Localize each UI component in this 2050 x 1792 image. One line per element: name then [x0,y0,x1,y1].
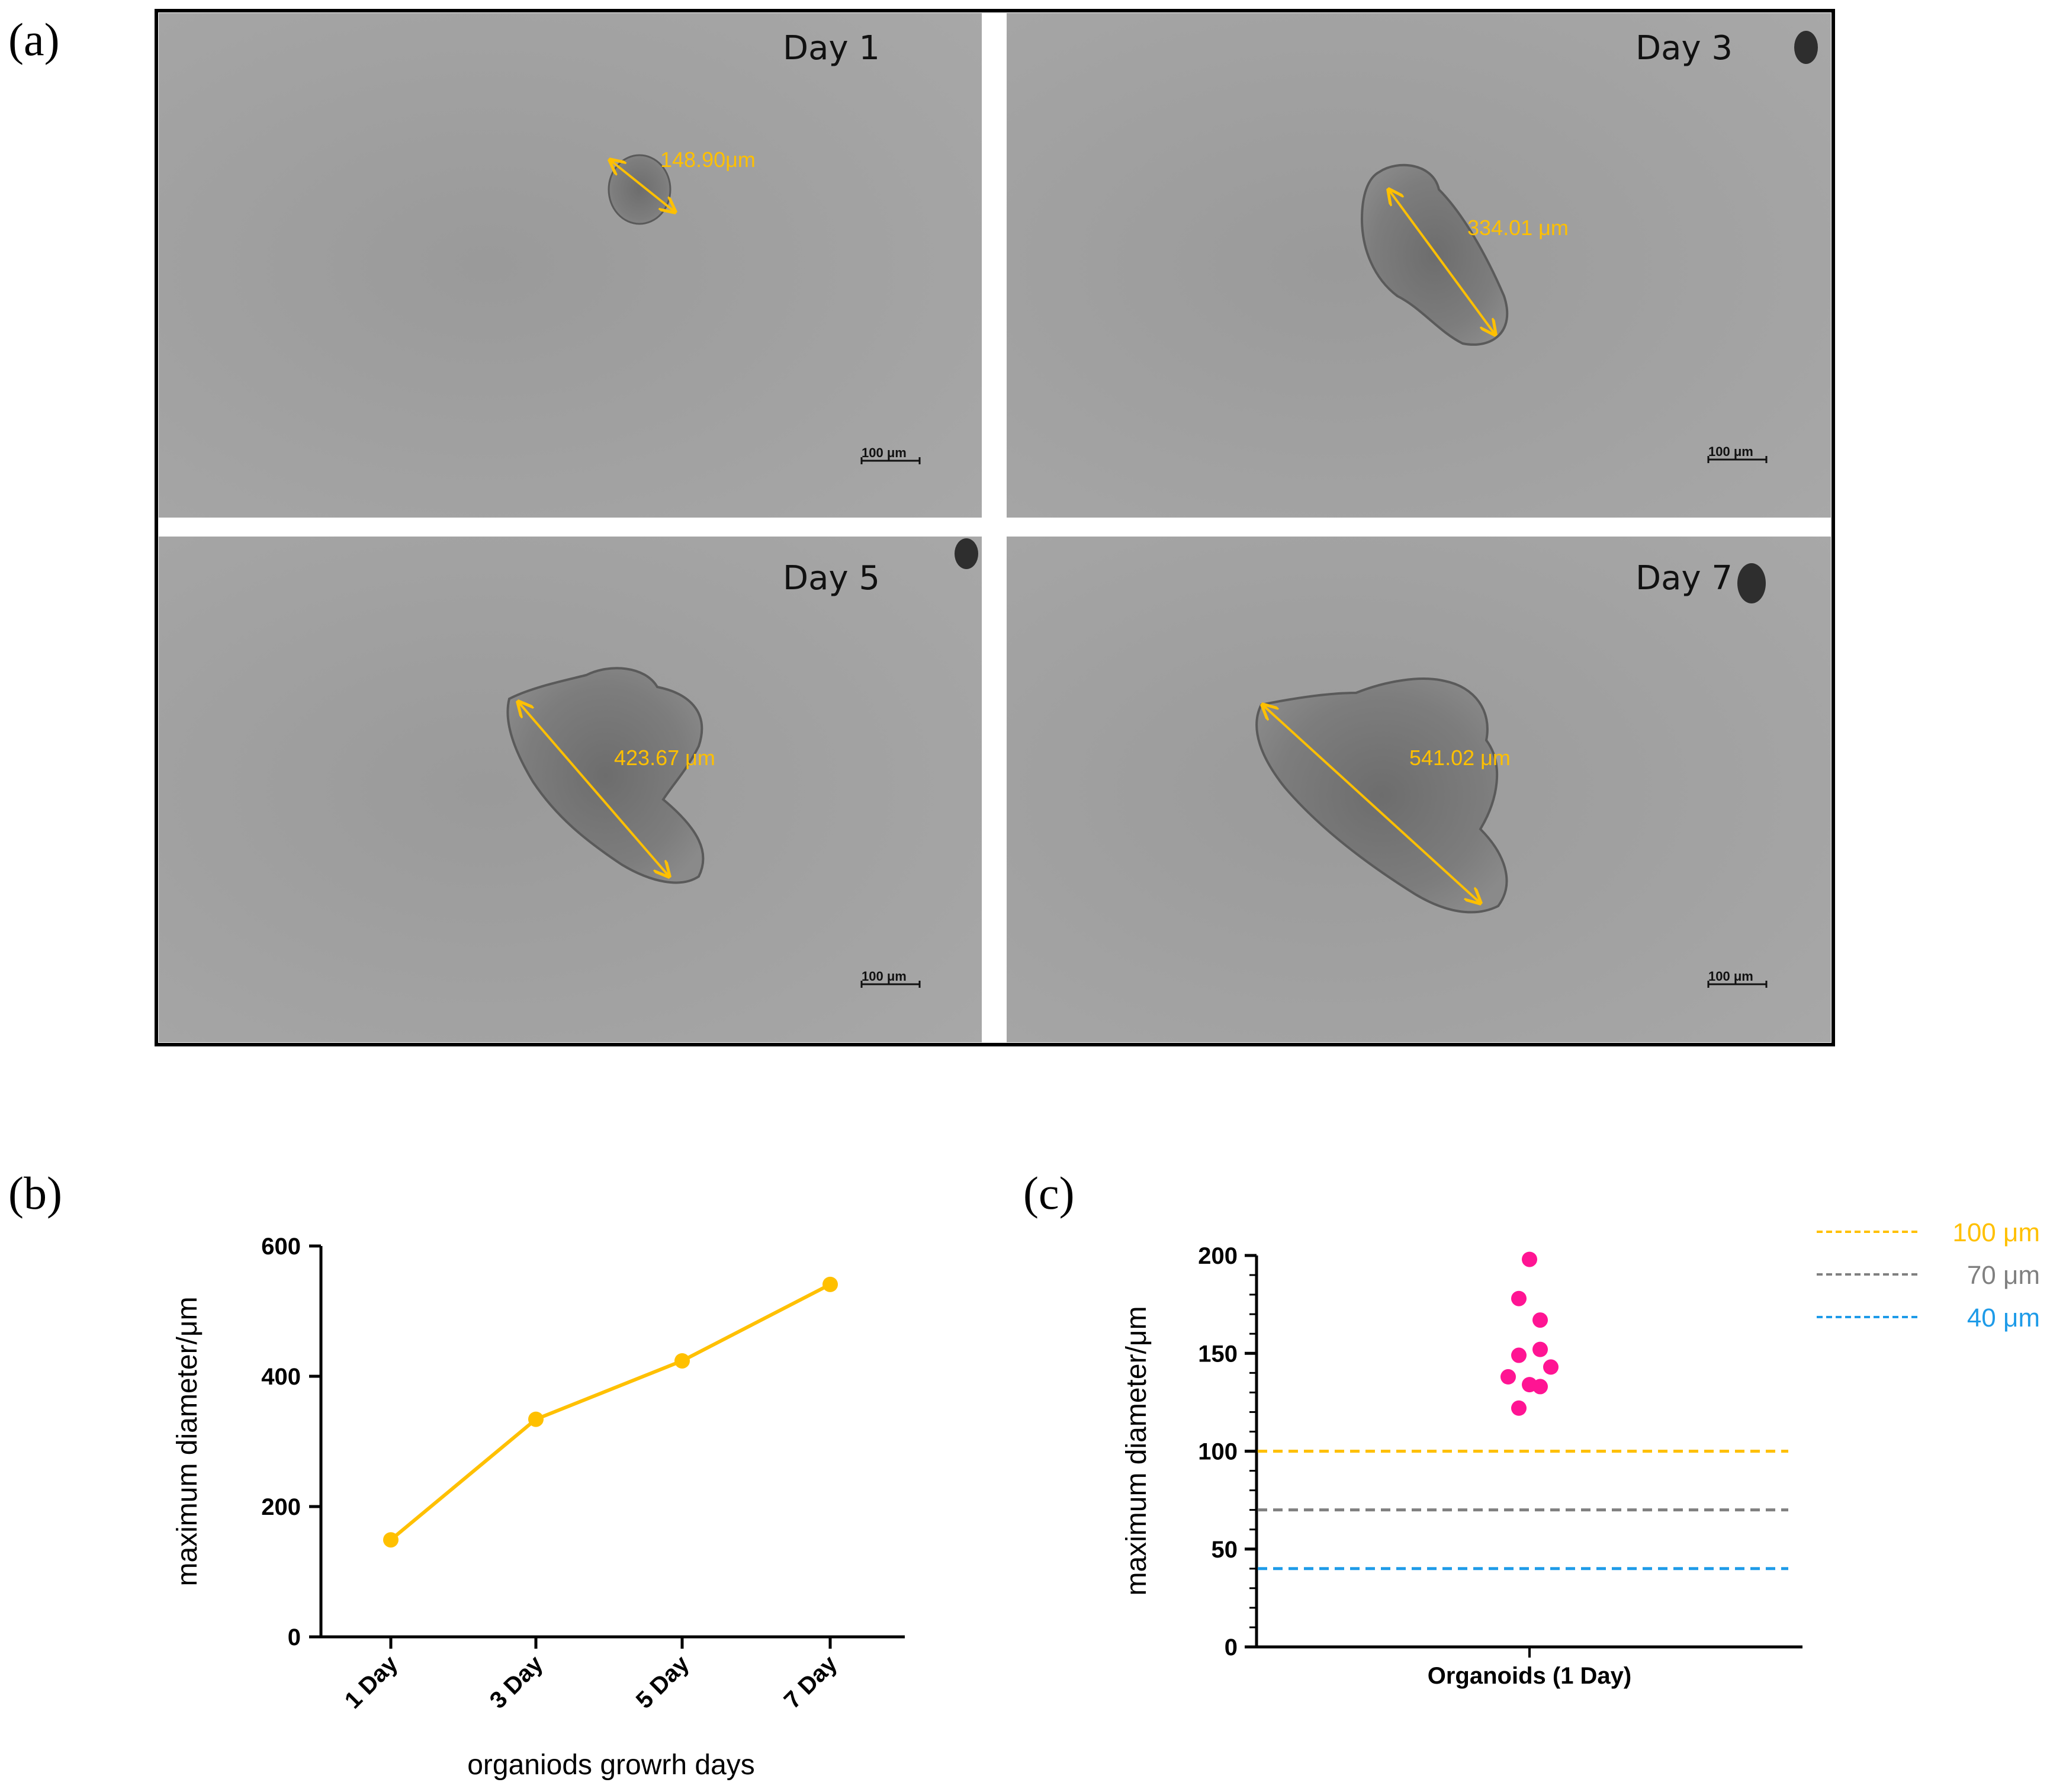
day-label: Day 3 [1635,29,1733,68]
panel-label-c: (c) [1023,1167,1075,1219]
legend-label: 40 μm [1967,1303,2040,1332]
data-point [528,1411,544,1427]
day-label: Day 1 [783,29,880,68]
x-tick-label: 3 Day [485,1650,548,1714]
data-point [383,1532,399,1548]
measurement-arrow [518,702,669,876]
y-ticks: 0 200 400 600 [261,1234,321,1650]
scale-bar [860,981,921,988]
data-point [1532,1379,1548,1395]
y-tick-label: 600 [261,1234,301,1260]
y-tick-label: 200 [261,1494,301,1520]
debris-spot [1794,31,1818,64]
measurement-arrow [610,160,675,212]
series-line [390,1283,831,1541]
micrograph-day7: 541.02 μm Day 7 100 μm [1007,537,1831,1042]
scale-bar [1707,981,1768,988]
micrograph-day5: 423.67 μm Day 5 100 μm [159,537,982,1042]
measurement-label: 334.01 μm [1467,216,1569,240]
y-tick-label: 0 [288,1624,301,1650]
data-point [822,1276,838,1292]
micrograph-grid: 148.90μm Day 1 100 μm 334.01 μm Day 3 10… [155,9,1835,1046]
x-tick-label: 1 Day [340,1650,403,1714]
measurement-arrow [1262,705,1480,903]
y-tick-label: 200 [1198,1243,1238,1269]
y-axis-title: maximum diameter/μm [1121,1306,1152,1595]
x-tick-label: 5 Day [631,1650,695,1714]
x-axis-title: organiods growrh days [467,1749,755,1781]
micrograph-day3: 334.01 μm Day 3 100 μm [1007,13,1831,518]
scale-bar-label: 100 μm [1708,444,1753,459]
scale-bar-label: 100 μm [862,445,907,460]
y-ticks: 0 50 100 150 200 [1198,1243,1257,1661]
panel-label-b: (b) [8,1167,62,1219]
legend: 100 μm 70 μm 40 μm [1817,1218,2040,1332]
micrograph-day1: 148.90μm Day 1 100 μm [159,13,982,518]
scale-bar-label: 100 μm [1708,969,1753,984]
reference-lines [1258,1450,1788,1571]
panel-label-a: (a) [8,14,60,65]
data-point [1511,1290,1527,1306]
data-point [674,1353,690,1369]
data-point [1511,1400,1527,1416]
measurement-arrow [1389,190,1495,335]
debris-spot [1737,563,1766,603]
day-label: Day 7 [1635,559,1733,598]
legend-label: 70 μm [1967,1261,2040,1290]
measurement-label: 148.90μm [660,147,756,172]
y-tick-label: 0 [1225,1634,1238,1661]
scale-bar-label: 100 μm [862,969,907,984]
scale-bar [1707,456,1768,463]
data-point [1511,1347,1527,1363]
y-tick-label: 100 [1198,1439,1238,1465]
x-ticks: 1 Day 3 Day 5 Day 7 Day [340,1637,843,1714]
debris-spot [955,538,978,569]
data-point [1532,1312,1548,1328]
growth-line-chart: 0 200 400 600 1 Day 3 Day 5 Day 7 Day maximum … [172,1234,905,1781]
data-point [1500,1369,1516,1385]
micrograph-background [159,13,982,518]
y-axis-title: maximum diameter/μm [172,1296,203,1586]
scale-bar [860,457,921,464]
y-tick-label: 400 [261,1364,301,1390]
data-point [1543,1359,1559,1375]
x-category-label: Organoids (1 Day) [1428,1663,1632,1689]
organoid-scatter-chart: 0 50 100 150 200 Organoids (1 Day) maximum d… [1121,1218,2040,1689]
y-tick-label: 50 [1212,1537,1238,1563]
measurement-label: 541.02 μm [1409,746,1511,770]
day-label: Day 5 [783,559,880,598]
y-tick-label: 150 [1198,1341,1238,1367]
measurement-label: 423.67 μm [614,746,715,770]
series-points [383,1276,838,1548]
x-tick-label: 7 Day [779,1650,843,1714]
legend-label: 100 μm [1952,1218,2040,1247]
scatter-points [1500,1251,1559,1416]
data-point [1522,1251,1537,1267]
data-point [1532,1341,1548,1357]
